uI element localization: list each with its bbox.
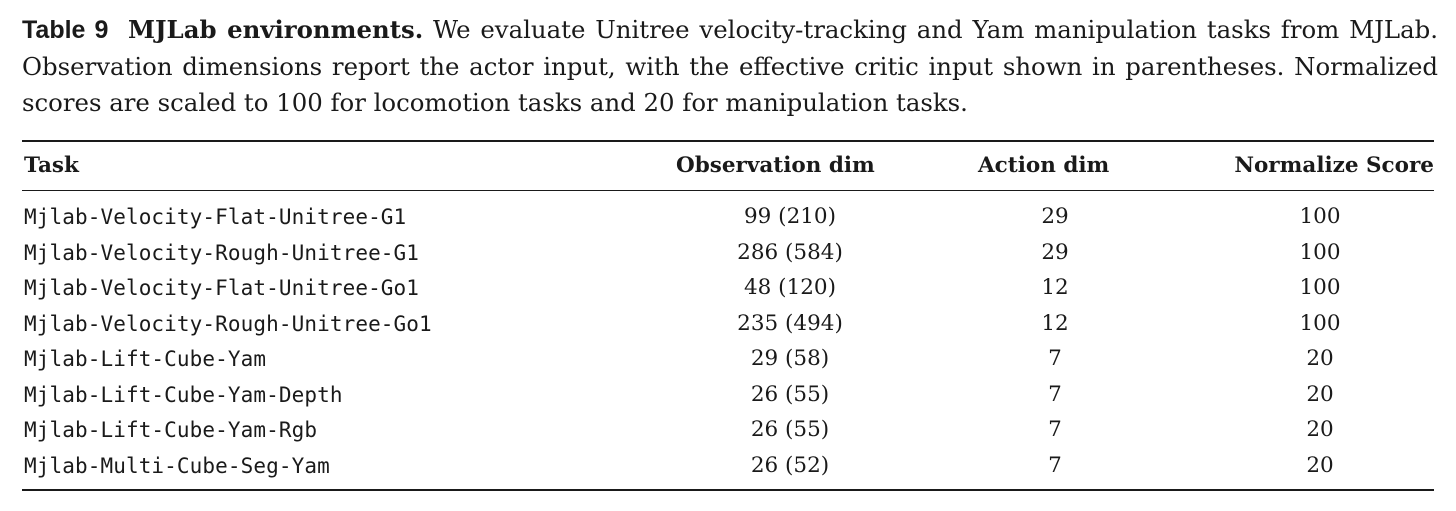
task-cell: Mjlab-Velocity-Flat-Unitree-G1 bbox=[24, 205, 407, 229]
normalize-score-cell: 100 bbox=[1299, 239, 1341, 265]
action-dim-cell: 29 bbox=[1041, 204, 1069, 229]
table-row: Mjlab-Velocity-Rough-Unitree-G1 286 (584… bbox=[0, 235, 1456, 271]
action-dim-cell: 7 bbox=[1048, 346, 1062, 371]
table-row: Mjlab-Velocity-Flat-Unitree-Go1 48 (120)… bbox=[0, 270, 1456, 306]
table-row: Mjlab-Lift-Cube-Yam 29 (58) 7 20 bbox=[0, 341, 1456, 377]
table-header-rule bbox=[22, 190, 1434, 192]
task-cell: Mjlab-Velocity-Rough-Unitree-G1 bbox=[24, 240, 420, 265]
observation-dim-cell: 286 (584) bbox=[737, 239, 843, 265]
caption-title: MJLab environments. bbox=[128, 15, 424, 44]
table-caption: Table 9 MJLab environments. We evaluate … bbox=[22, 12, 1438, 122]
action-dim-cell: 7 bbox=[1048, 381, 1062, 407]
observation-dim-cell: 26 (55) bbox=[750, 417, 830, 442]
table-bottom-rule bbox=[22, 489, 1434, 491]
action-dim-cell: 7 bbox=[1048, 417, 1062, 442]
header-observation-dim: Observation dim bbox=[676, 153, 875, 178]
table-row: Mjlab-Multi-Cube-Seg-Yam 26 (52) 7 20 bbox=[0, 448, 1456, 484]
header-action-dim: Action dim bbox=[978, 153, 1110, 178]
table-row: Mjlab-Lift-Cube-Yam-Depth 26 (55) 7 20 bbox=[0, 377, 1456, 413]
caption-label: Table 9 bbox=[22, 16, 109, 44]
normalize-score-cell: 20 bbox=[1306, 346, 1334, 371]
observation-dim-cell: 235 (494) bbox=[737, 310, 843, 336]
task-cell: Mjlab-Lift-Cube-Yam bbox=[24, 347, 267, 371]
normalize-score-cell: 20 bbox=[1306, 381, 1334, 407]
action-dim-cell: 29 bbox=[1041, 239, 1069, 265]
task-cell: Mjlab-Velocity-Rough-Unitree-Go1 bbox=[24, 311, 432, 336]
task-cell: Mjlab-Multi-Cube-Seg-Yam bbox=[24, 453, 330, 478]
observation-dim-cell: 48 (120) bbox=[743, 275, 836, 300]
action-dim-cell: 12 bbox=[1041, 310, 1069, 336]
table-row: Mjlab-Velocity-Flat-Unitree-G1 99 (210) … bbox=[0, 199, 1456, 235]
caption-text: We evaluate Unitree velocity-tracking an… bbox=[22, 15, 1438, 117]
normalize-score-cell: 100 bbox=[1299, 275, 1341, 300]
task-cell: Mjlab-Lift-Cube-Yam-Rgb bbox=[24, 418, 318, 442]
header-task: Task bbox=[24, 153, 79, 178]
task-cell: Mjlab-Lift-Cube-Yam-Depth bbox=[24, 382, 343, 407]
normalize-score-cell: 100 bbox=[1299, 310, 1341, 336]
observation-dim-cell: 29 (58) bbox=[750, 346, 830, 371]
observation-dim-cell: 99 (210) bbox=[743, 204, 836, 229]
task-cell: Mjlab-Velocity-Flat-Unitree-Go1 bbox=[24, 276, 420, 300]
header-normalize-score: Normalize Score bbox=[1234, 153, 1434, 178]
observation-dim-cell: 26 (55) bbox=[750, 381, 830, 407]
normalize-score-cell: 20 bbox=[1306, 417, 1334, 442]
normalize-score-cell: 100 bbox=[1299, 204, 1341, 229]
table-top-rule bbox=[22, 140, 1434, 142]
action-dim-cell: 7 bbox=[1048, 452, 1062, 478]
table-row: Mjlab-Lift-Cube-Yam-Rgb 26 (55) 7 20 bbox=[0, 412, 1456, 448]
table-row: Mjlab-Velocity-Rough-Unitree-Go1 235 (49… bbox=[0, 306, 1456, 342]
action-dim-cell: 12 bbox=[1041, 275, 1069, 300]
normalize-score-cell: 20 bbox=[1306, 452, 1334, 478]
observation-dim-cell: 26 (52) bbox=[750, 452, 830, 478]
